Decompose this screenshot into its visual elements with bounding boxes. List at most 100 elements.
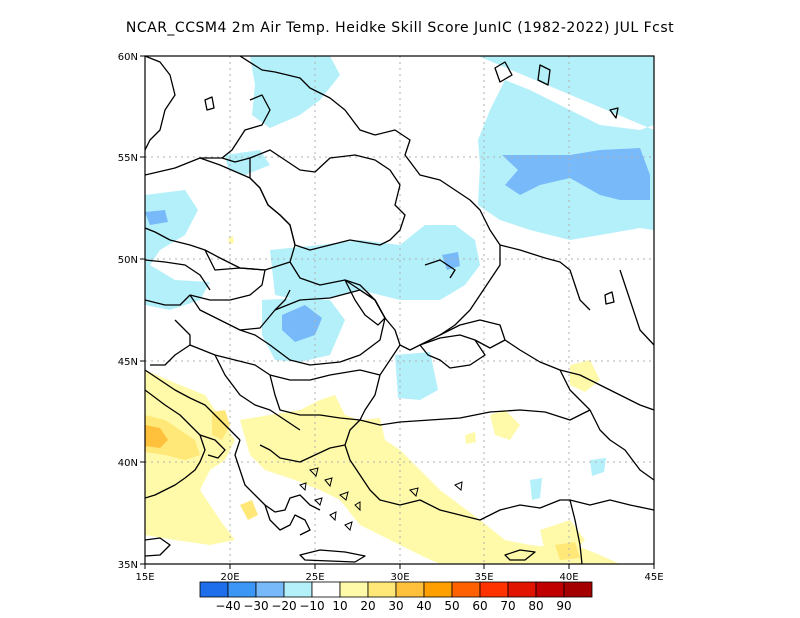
coast-crimea bbox=[419, 334, 486, 369]
border-russia-n bbox=[374, 129, 591, 311]
lon-label: 30E bbox=[390, 572, 409, 583]
colorbar-swatch bbox=[227, 581, 257, 598]
colorbar-swatch bbox=[255, 581, 285, 598]
colorbar-swatch bbox=[423, 581, 453, 598]
colorbar-label: 80 bbox=[528, 599, 543, 613]
shade-blue-poland bbox=[145, 210, 168, 225]
lat-label: 35N bbox=[118, 560, 138, 571]
shade-turkey bbox=[530, 478, 542, 500]
lat-label: 55N bbox=[118, 153, 138, 164]
border-hungary bbox=[189, 289, 291, 331]
shade-blue-ukr bbox=[442, 252, 460, 270]
shade-blue-rom bbox=[282, 305, 322, 342]
coast-italy-heel bbox=[199, 434, 226, 459]
lon-label: 35E bbox=[474, 572, 493, 583]
lake-onega bbox=[537, 64, 551, 86]
colorbar-label: −30 bbox=[243, 599, 268, 613]
colorbar-swatch bbox=[507, 581, 537, 598]
coast-turkey-s bbox=[399, 499, 583, 564]
border-syria bbox=[569, 499, 654, 511]
shade-baltic bbox=[250, 56, 340, 128]
coast-crete bbox=[299, 549, 366, 563]
border-ukraine-s bbox=[289, 245, 501, 351]
shade-belarus bbox=[225, 150, 270, 175]
aegean-islands bbox=[299, 467, 463, 531]
colorbar-label: 50 bbox=[444, 599, 459, 613]
tick-marks bbox=[140, 55, 655, 569]
lake-1 bbox=[604, 291, 615, 305]
coast-azov bbox=[439, 319, 506, 349]
colorbar-label: 60 bbox=[472, 599, 487, 613]
shade-yellow-italy bbox=[145, 415, 200, 460]
coastlines bbox=[145, 56, 654, 564]
shade-ukraine bbox=[270, 225, 480, 300]
gridlines bbox=[145, 56, 654, 564]
colorbar-swatch bbox=[199, 581, 229, 598]
lat-label: 50N bbox=[118, 255, 138, 266]
lon-label: 25E bbox=[305, 572, 324, 583]
map-title: NCAR_CCSM4 2m Air Temp. Heidke Skill Sco… bbox=[125, 20, 675, 36]
border-balkan1 bbox=[214, 354, 381, 381]
coast-aegean-e bbox=[344, 419, 401, 506]
shade-blue-russia bbox=[502, 148, 650, 200]
lon-label: 45E bbox=[644, 572, 663, 583]
border-czech bbox=[145, 259, 211, 291]
shade-turkey-n bbox=[490, 410, 520, 440]
colorbar-label: 90 bbox=[556, 599, 571, 613]
coast-adriatic-e bbox=[145, 369, 241, 441]
colorbar-label: 70 bbox=[500, 599, 515, 613]
shade-balkans bbox=[240, 395, 620, 564]
lat-label: 60N bbox=[118, 52, 138, 63]
coast-cyprus bbox=[504, 549, 536, 561]
colorbar: −40 −30 −20 −10 10 20 30 40 50 60 70 80 90 bbox=[199, 581, 593, 613]
colorbar-swatch bbox=[451, 581, 481, 598]
shade-yellow-east bbox=[555, 542, 580, 560]
shade-caucasus bbox=[590, 458, 606, 476]
coast-peloponnese bbox=[264, 504, 311, 536]
colorbar-swatch bbox=[563, 581, 593, 598]
shade-west bbox=[145, 190, 210, 310]
lon-label: 15E bbox=[135, 572, 154, 583]
colorbar-swatch bbox=[311, 581, 341, 598]
coast-gotland bbox=[204, 96, 215, 111]
lake-ladoga bbox=[494, 61, 513, 83]
shade-yellow-balk bbox=[212, 410, 230, 440]
colorbar-label: −40 bbox=[215, 599, 240, 613]
coast-caspian bbox=[619, 269, 654, 346]
shade-orange-italy bbox=[145, 425, 168, 448]
shade-spot2 bbox=[228, 236, 234, 244]
lon-label: 20E bbox=[220, 572, 239, 583]
coast-turkey-n bbox=[359, 409, 591, 426]
coast-scandinavia bbox=[145, 56, 176, 151]
border-turkey-e bbox=[589, 409, 654, 481]
colorbar-swatch bbox=[535, 581, 565, 598]
border-slovakia bbox=[189, 249, 266, 301]
border-austria bbox=[145, 294, 191, 306]
coast-sicily bbox=[145, 537, 171, 557]
coast-estonia bbox=[239, 56, 376, 136]
colorbar-label: 40 bbox=[416, 599, 431, 613]
lake-2 bbox=[609, 107, 619, 119]
colorbar-swatch bbox=[395, 581, 425, 598]
border-belarus bbox=[249, 149, 406, 251]
coast-greece bbox=[259, 444, 346, 463]
border-romania bbox=[239, 289, 386, 366]
colorbar-swatch bbox=[367, 581, 397, 598]
shade-blacksea bbox=[395, 352, 438, 400]
colorbar-label: 30 bbox=[388, 599, 403, 613]
colorbar-label: 20 bbox=[360, 599, 375, 613]
colorbar-label: 10 bbox=[332, 599, 347, 613]
coast-italy bbox=[145, 389, 206, 499]
lat-label: 45N bbox=[118, 357, 138, 368]
colorbar-swatch bbox=[283, 581, 313, 598]
shade-yellow-greece bbox=[240, 500, 258, 520]
border-moldova bbox=[344, 279, 386, 326]
border-balkan4 bbox=[150, 319, 191, 366]
coast-caucasus bbox=[559, 369, 654, 411]
colorbar-swatch bbox=[479, 581, 509, 598]
border-balkan2 bbox=[189, 344, 301, 431]
lon-labels: 15E 20E 25E 30E 35E 40E 45E bbox=[135, 572, 663, 583]
reservoir bbox=[424, 259, 456, 279]
coast-blacksea-w bbox=[359, 344, 401, 421]
